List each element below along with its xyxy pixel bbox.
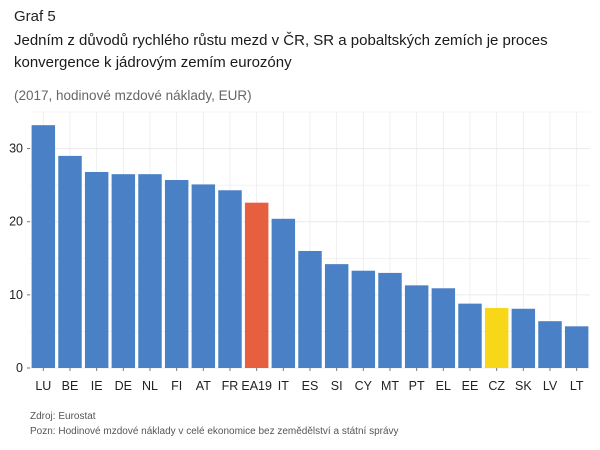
x-tick-label: MT <box>381 379 399 393</box>
x-tick-label: BE <box>62 379 79 393</box>
bar-el <box>431 288 456 368</box>
y-tick-label: 30 <box>9 142 23 156</box>
x-tick-label: EA19 <box>241 379 272 393</box>
y-axis: 0 10 20 30 <box>9 142 30 375</box>
x-tick-label: CY <box>355 379 373 393</box>
bar-cy <box>351 270 376 368</box>
bar-de <box>111 174 136 368</box>
x-tick-label: EE <box>462 379 479 393</box>
x-tick-label: FI <box>171 379 182 393</box>
x-tick-label: LT <box>570 379 584 393</box>
x-tick-label: EL <box>436 379 451 393</box>
x-tick-label: NL <box>142 379 158 393</box>
bar-mt <box>378 272 402 368</box>
y-tick-label: 10 <box>9 288 23 302</box>
bar-lv <box>538 321 562 368</box>
bar-es <box>298 250 322 368</box>
bar-cz <box>484 308 509 368</box>
bar-ee <box>458 303 482 368</box>
bar-be <box>58 155 82 368</box>
bar-ea19 <box>244 202 269 368</box>
x-tick-label: SK <box>515 379 532 393</box>
bar-lu <box>31 125 56 368</box>
y-tick-label: 0 <box>16 361 23 375</box>
bars <box>31 125 589 368</box>
bar-ie <box>84 171 109 368</box>
x-tick-label: IT <box>278 379 289 393</box>
bar-lt <box>564 326 589 368</box>
y-tick-label: 20 <box>9 215 23 229</box>
x-tick-label: AT <box>196 379 211 393</box>
x-tick-label: LV <box>543 379 558 393</box>
chart-subtitle: (2017, hodinové mzdové náklady, EUR) <box>14 88 252 103</box>
footnote: Pozn: Hodinové mzdové náklady v celé eko… <box>30 426 399 437</box>
chart-title: Jedním z důvodů rychlého růstu mezd v ČR… <box>14 32 548 71</box>
x-tick-label: ES <box>302 379 319 393</box>
bar-fr <box>218 190 242 368</box>
x-tick-label: FR <box>222 379 239 393</box>
x-tick-label: LU <box>35 379 51 393</box>
x-tick-label: SI <box>331 379 343 393</box>
chart-kicker: Graf 5 <box>14 8 56 25</box>
x-axis: LU BE IE DE NL FI AT FR EA19 IT ES SI CY MT PT EL EE CZ SK… <box>35 368 584 393</box>
x-tick-label: DE <box>115 379 132 393</box>
bar-it <box>271 218 296 368</box>
bar-nl <box>138 174 162 368</box>
bar-pt <box>404 285 429 368</box>
x-tick-label: PT <box>409 379 425 393</box>
bar-sk <box>511 308 536 368</box>
source-note: Zdroj: Eurostat <box>30 411 96 422</box>
x-tick-label: CZ <box>488 379 505 393</box>
bar-fi <box>164 180 189 368</box>
x-tick-label: IE <box>91 379 103 393</box>
bar-at <box>191 184 216 368</box>
bar-si <box>324 264 349 368</box>
